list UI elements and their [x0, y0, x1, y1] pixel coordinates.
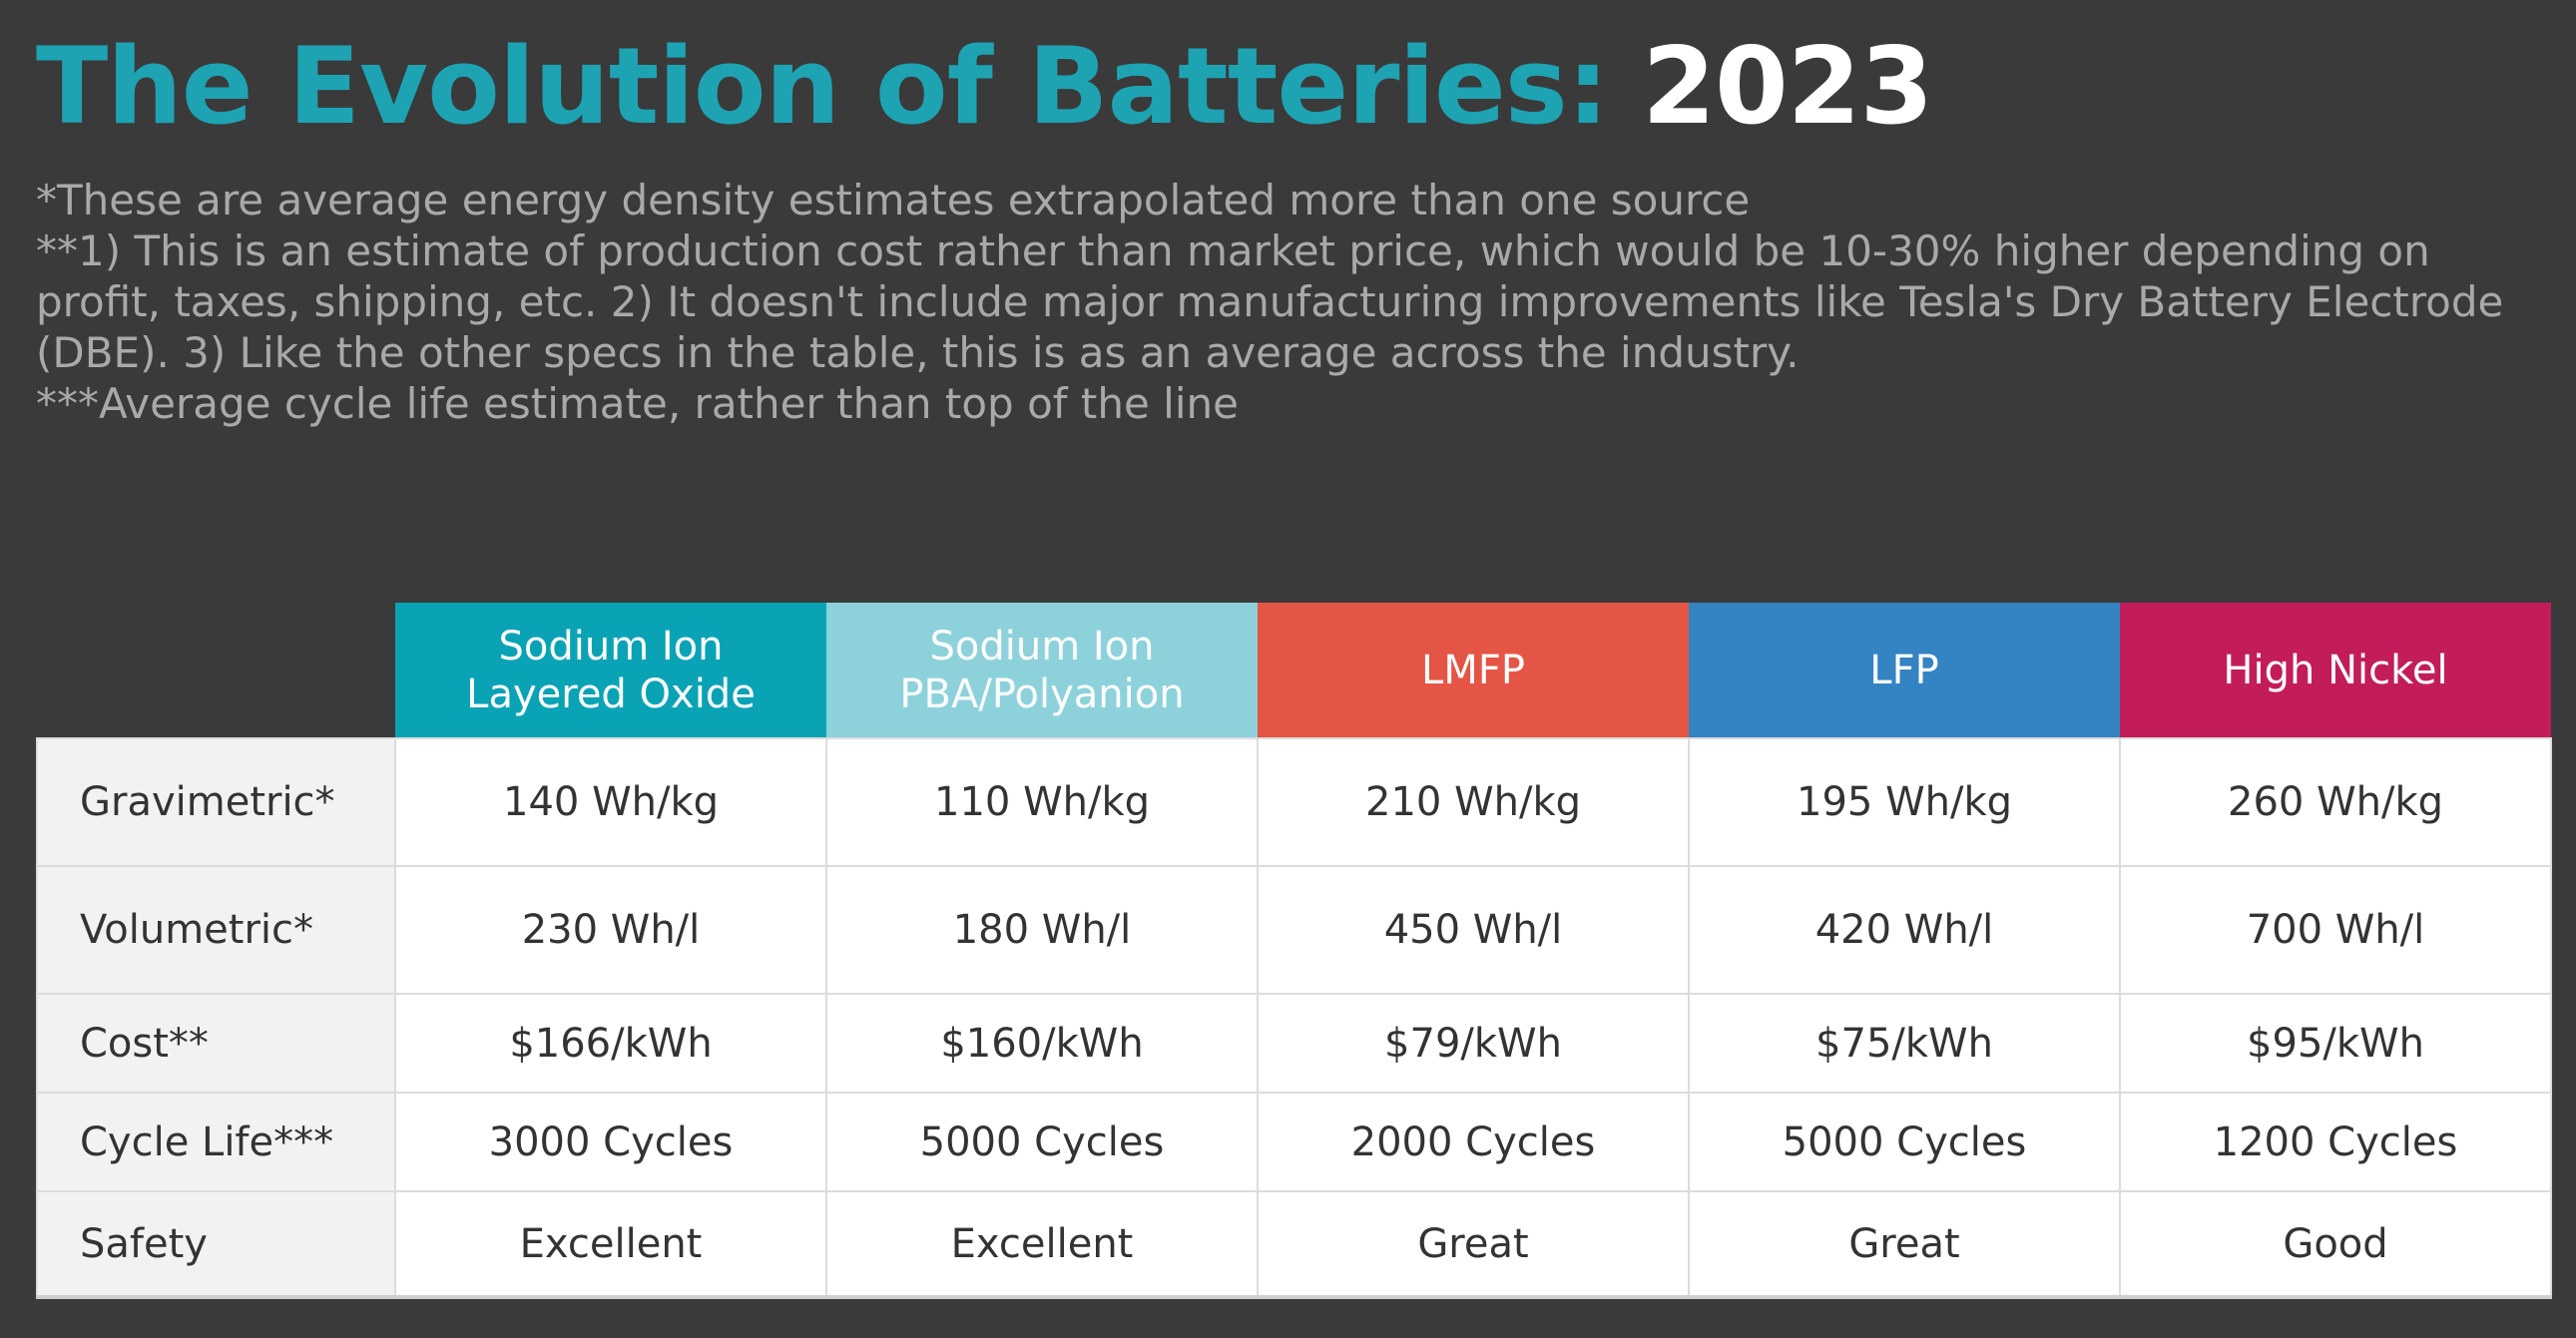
column-header-line: Sodium Ion [498, 623, 724, 669]
table-cell: Excellent [825, 1190, 1259, 1299]
table-cell: 180 Wh/l [825, 865, 1259, 995]
column-header-sodium-ion-pba-polyanion: Sodium Ion PBA/Polyanion [826, 603, 1258, 738]
table-cell: $79/kWh [1257, 993, 1690, 1094]
row-label: Gravimetric* [36, 737, 396, 867]
title-year: 2023 [1642, 25, 1933, 148]
table-cell: 210 Wh/kg [1257, 737, 1690, 867]
table-row-cycle-life: Cycle Life*** 3000 Cycles 5000 Cycles 20… [36, 1092, 2552, 1192]
table-cell: 3000 Cycles [394, 1092, 827, 1192]
table-cell: 260 Wh/kg [2119, 737, 2552, 867]
column-header-lfp: LFP [1689, 603, 2120, 738]
battery-comparison-table: Sodium Ion Layered Oxide Sodium Ion PBA/… [36, 603, 2552, 1299]
table-cell: 2000 Cycles [1257, 1092, 1690, 1192]
column-header-line: Sodium Ion [929, 623, 1155, 669]
row-label: Volumetric* [36, 865, 396, 995]
table-cell: $95/kWh [2119, 993, 2552, 1094]
column-header-lmfp: LMFP [1258, 603, 1689, 738]
footnotes: *These are average energy density estima… [36, 175, 2541, 429]
footnote-cost: **1) This is an estimate of production c… [36, 226, 2504, 377]
table-corner-cell [37, 603, 395, 738]
title-main: The Evolution of Batteries: [36, 25, 1609, 148]
table-cell: $160/kWh [825, 993, 1259, 1094]
table-cell: 1200 Cycles [2119, 1092, 2552, 1192]
table-cell: 230 Wh/l [394, 865, 827, 995]
table-cell: 420 Wh/l [1688, 865, 2121, 995]
table-cell: 110 Wh/kg [825, 737, 1259, 867]
table-cell: Excellent [394, 1190, 827, 1299]
column-header-line: LMFP [1421, 647, 1525, 693]
table-cell: 450 Wh/l [1257, 865, 1690, 995]
table-row-volumetric: Volumetric* 230 Wh/l 180 Wh/l 450 Wh/l 4… [36, 865, 2552, 995]
table-cell: $166/kWh [394, 993, 827, 1094]
column-header-line: PBA/Polyanion [899, 670, 1185, 717]
table-cell: $75/kWh [1688, 993, 2121, 1094]
row-label: Safety [36, 1190, 396, 1299]
table-cell: 700 Wh/l [2119, 865, 2552, 995]
table-row-gravimetric: Gravimetric* 140 Wh/kg 110 Wh/kg 210 Wh/… [36, 737, 2552, 867]
table-cell: 195 Wh/kg [1688, 737, 2121, 867]
table-row-safety: Safety Excellent Excellent Great Great G… [36, 1190, 2552, 1299]
column-header-high-nickel: High Nickel [2120, 603, 2551, 738]
column-header-line: Layered Oxide [466, 670, 756, 717]
row-label: Cost** [36, 993, 396, 1094]
column-header-line: LFP [1869, 647, 1939, 693]
table-cell: 140 Wh/kg [394, 737, 827, 867]
table-cell: Great [1688, 1190, 2121, 1299]
column-header-sodium-ion-layered-oxide: Sodium Ion Layered Oxide [395, 603, 826, 738]
page-title: The Evolution of Batteries: 2023 [36, 22, 1933, 152]
table-cell: 5000 Cycles [1688, 1092, 2121, 1192]
row-label: Cycle Life*** [36, 1092, 396, 1192]
table-header-row: Sodium Ion Layered Oxide Sodium Ion PBA/… [37, 603, 2551, 738]
column-header-line: High Nickel [2223, 647, 2448, 693]
table-cell: Great [1257, 1190, 1690, 1299]
table-cell: Good [2119, 1190, 2552, 1299]
footnote-energy-density: *These are average energy density estima… [36, 176, 1751, 224]
table-cell: 5000 Cycles [825, 1092, 1259, 1192]
table-row-cost: Cost** $166/kWh $160/kWh $79/kWh $75/kWh… [36, 993, 2552, 1094]
footnote-cycle-life: ***Average cycle life estimate, rather t… [36, 379, 1239, 428]
